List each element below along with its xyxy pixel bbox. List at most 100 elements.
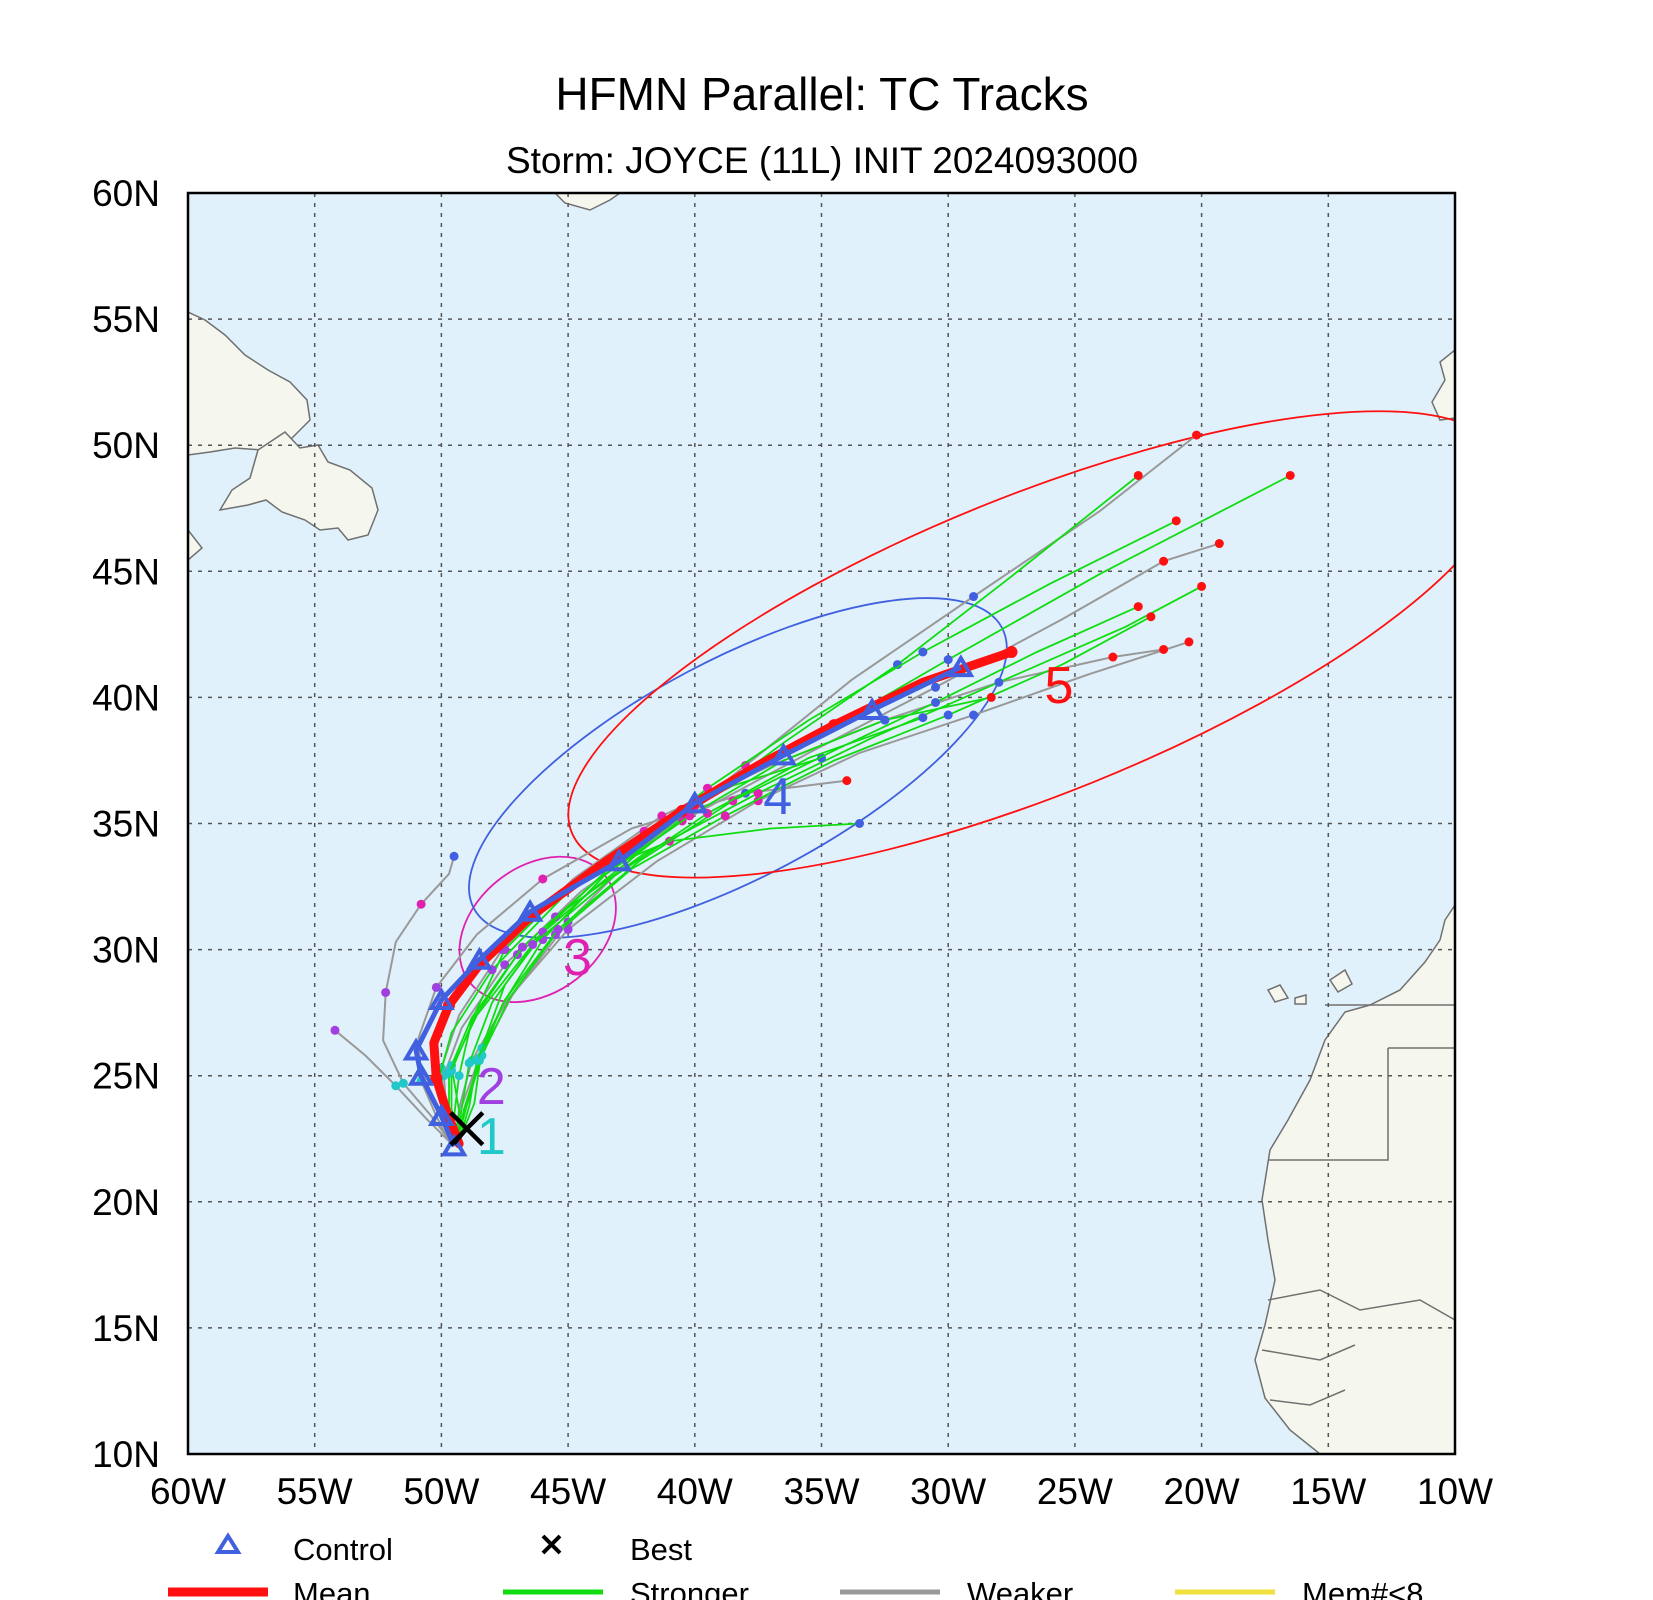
control-triangle-marker	[681, 790, 709, 814]
stronger-track-point	[893, 660, 903, 670]
stronger-track-point	[553, 924, 563, 934]
stronger-track-point	[720, 811, 730, 821]
border-layer	[1261, 1004, 1455, 1406]
x-tick-label: 15W	[1290, 1471, 1366, 1512]
y-tick-label: 25N	[92, 1056, 160, 1097]
stronger-track-point	[685, 811, 695, 821]
x-tick-label: 60W	[150, 1471, 226, 1512]
x-tick-label: 55W	[277, 1471, 353, 1512]
legend-item-mem8: Mem#<8	[1175, 1576, 1423, 1600]
y-tick-label: 20N	[92, 1182, 160, 1223]
weaker-track-point	[969, 710, 979, 720]
weaker-track-point	[1214, 539, 1224, 549]
stronger-track-point	[1197, 581, 1207, 591]
senegal-border	[1261, 1344, 1356, 1406]
weaker-track-point	[1108, 652, 1118, 662]
legend-label-stronger: Stronger	[630, 1576, 749, 1600]
control-triangle-marker	[440, 1133, 468, 1157]
legend-item-stronger: Stronger	[503, 1576, 749, 1600]
day-label-2: 2	[477, 1058, 506, 1116]
greenland-landmass	[553, 193, 622, 211]
weaker-track-point	[563, 924, 573, 934]
control-triangle-marker	[516, 898, 544, 922]
stronger-track-point	[986, 692, 996, 702]
y-axis-ticks: 10N 15N 20N 25N 30N 35N 40N 45N 50N 55N 60N	[92, 173, 160, 1475]
y-tick-label: 50N	[92, 425, 160, 466]
y-tick-label: 35N	[92, 804, 160, 845]
weaker-track-point	[1192, 430, 1202, 440]
stronger-track-point	[918, 713, 928, 723]
legend-item-control: Control	[214, 1532, 393, 1567]
grid-lines	[188, 193, 1455, 1454]
stronger-track-point	[1133, 470, 1143, 480]
legend: Control Best Mean Stronger Weaker Mem#<8	[168, 1532, 1423, 1600]
mean-track-point	[1005, 646, 1018, 659]
day-4-ellipse	[468, 597, 1008, 939]
x-tick-label: 45W	[530, 1471, 606, 1512]
mauritania-border	[1267, 1289, 1455, 1321]
control-triangle-marker	[427, 987, 455, 1011]
legend-item-best: Best	[541, 1532, 692, 1567]
best-x-marker	[449, 1111, 485, 1147]
stronger-track-point	[454, 1071, 464, 1081]
legend-label-best: Best	[630, 1532, 692, 1567]
stronger-track-point	[1146, 612, 1156, 622]
stronger-track-point	[1171, 516, 1181, 526]
weaker-track-point	[330, 1025, 340, 1035]
legend-item-weaker: Weaker	[840, 1576, 1073, 1600]
weaker-track-point	[842, 776, 852, 786]
stronger-track-point	[528, 940, 538, 950]
day-labels: 12 3 4 5	[477, 657, 1074, 1166]
day-label-5: 5	[1044, 657, 1073, 715]
main-tracks	[402, 646, 1018, 1157]
stronger-track-point	[464, 1058, 474, 1068]
weaker-track-point	[931, 682, 941, 692]
stronger-track-point	[918, 647, 928, 657]
stronger-track-point	[1285, 470, 1295, 480]
plot-frame	[186, 191, 1457, 1456]
stronger-track-7	[458, 605, 1139, 1142]
control-triangle-marker	[407, 1062, 435, 1086]
control-triangle-marker	[858, 697, 886, 721]
x-tick-label: 50W	[403, 1471, 479, 1512]
land-layer	[188, 193, 1455, 1454]
weaker-track-point	[500, 960, 510, 970]
africa-landmass	[1254, 903, 1455, 1454]
day-5-ellipse	[567, 410, 1455, 879]
control-triangle-marker	[402, 1037, 430, 1061]
weaker-track-point	[969, 592, 979, 602]
chart-subtitle: Storm: JOYCE (11L) INIT 2024093000	[506, 140, 1138, 181]
weaker-track-point	[1184, 637, 1194, 647]
day-label-4: 4	[763, 768, 792, 826]
x-tick-label: 20W	[1164, 1471, 1240, 1512]
y-tick-label: 30N	[92, 930, 160, 971]
stronger-track-point	[444, 1068, 454, 1078]
legend-item-mean: Mean	[168, 1576, 371, 1600]
stronger-track-point	[472, 1056, 482, 1066]
y-tick-label: 45N	[92, 551, 160, 592]
stronger-track-point	[1133, 602, 1143, 612]
control-triangle-marker	[465, 946, 493, 970]
weaker-track-point	[431, 982, 441, 992]
y-tick-label: 15N	[92, 1308, 160, 1349]
weaker-track-6	[455, 434, 1198, 1144]
nova-scotia-landmass	[188, 528, 204, 561]
stronger-track-8	[450, 696, 992, 1144]
control-triangle-marker	[427, 1103, 455, 1127]
control-triangle-marker	[769, 742, 797, 766]
control-triangle-marker	[605, 848, 633, 872]
weaker-track-point	[1159, 556, 1169, 566]
weaker-track-point	[416, 899, 426, 909]
titles: HFMN Parallel: TC Tracks Storm: JOYCE (1…	[506, 68, 1138, 181]
stronger-track-point	[931, 697, 941, 707]
day-label-1: 1	[477, 1108, 506, 1166]
mean-track-point	[430, 1072, 443, 1085]
weaker-track-point	[538, 874, 548, 884]
legend-label-weaker: Weaker	[967, 1576, 1073, 1600]
y-tick-label: 55N	[92, 299, 160, 340]
weaker-track-point	[391, 1081, 401, 1091]
weaker-track-point	[398, 1078, 408, 1088]
legend-label-mem8: Mem#<8	[1302, 1576, 1423, 1600]
newfoundland-landmass	[218, 431, 379, 541]
